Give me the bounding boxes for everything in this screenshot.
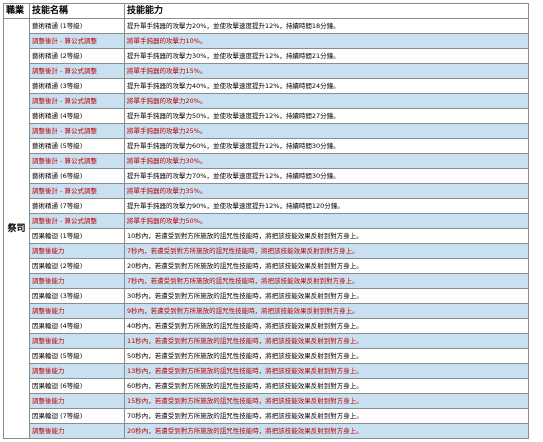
skill-name-cell: 藝術精通 (2等級): [29, 48, 125, 64]
table-row: 調整後能力 15秒內，若遭受到對方所施放的詛咒性技能時，將把該技能效果反射到對方身…: [4, 393, 529, 409]
table-row: 調整後計 - 算公式調整 將單手鈍器的攻擊力35%。: [4, 183, 529, 199]
skill-name-cell: 調整後計 - 算公式調整: [29, 33, 125, 49]
skill-name-cell: 藝術精通 (7等級): [29, 198, 125, 214]
table-row: 調整後能力 13秒內，若遭受到對方所施放的詛咒性技能時，將把該技能效果反射到對方身…: [4, 363, 529, 379]
skill-name-cell: 藝術精通 (3等級): [29, 78, 125, 94]
skill-name-cell: 調整後能力: [29, 363, 125, 379]
table-row: 因果輪迴 (2等級) 20秒內，若遭受到對方所施放的詛咒性技能時，將把該技能效果反…: [4, 258, 529, 274]
skill-name-cell: 因果輪迴 (4等級): [29, 318, 125, 334]
skill-ability-cell: 7秒內，若遭受到對方所施放的詛咒性技能時，將把該技能效果反射到對方身上。: [124, 273, 529, 289]
skill-name-cell: 調整後計 - 算公式調整: [29, 93, 125, 109]
skill-ability-cell: 13秒內，若遭受到對方所施放的詛咒性技能時，將把該技能效果反射到對方身上。: [124, 363, 529, 379]
table-row: 調整後能力 7秒內，若遭受到對方所施放的詛咒性技能時，將把該技能效果反射到對方身上…: [4, 243, 529, 259]
table-row: 藝術精通 (7等級) 提升單手鈍器的攻擊力90%，並使攻擊速度提升12%，持續時間…: [4, 198, 529, 214]
skill-ability-cell: 70秒內，若遭受到對方所施放的詛咒性技能時，將把該技能效果反射到對方身上。: [124, 408, 529, 424]
table-row: 因果輪迴 (1等級) 10秒內，若遭受到對方所施放的詛咒性技能時，將把該技能效果反…: [4, 228, 529, 244]
table-body: 祭司 藝術精通 (1等級) 提升單手鈍器的攻擊力20%，並使攻擊速度提升12%，持續…: [3, 18, 529, 439]
table-row: 因果輪迴 (5等級) 50秒內，若遭受到對方所施放的詛咒性技能時，將把該技能效果反…: [4, 348, 529, 364]
job-cell: 祭司: [3, 18, 30, 439]
skill-name-cell: 調整後計 - 算公式調整: [29, 123, 125, 139]
table-row: 調整後計 - 算公式調整 將單手鈍器的攻擊力10%。: [4, 33, 529, 49]
skill-ability-cell: 將單手鈍器的攻擊力10%。: [124, 33, 529, 49]
table-row: 藝術精通 (2等級) 提升單手鈍器的攻擊力30%，並使攻擊速度提升12%，持續時間…: [4, 48, 529, 64]
table-row: 調整後計 - 算公式調整 將單手鈍器的攻擊力15%。: [4, 63, 529, 79]
skill-ability-cell: 9秒內，若遭受到對方所施放的詛咒性技能時，將把該技能效果反射到對方身上。: [124, 303, 529, 319]
skill-name-cell: 藝術精通 (1等級): [29, 18, 125, 34]
skill-name-cell: 因果輪迴 (7等級): [29, 408, 125, 424]
header-job: 職業: [3, 3, 30, 19]
skill-name-cell: 藝術精通 (4等級): [29, 108, 125, 124]
skill-name-cell: 因果輪迴 (5等級): [29, 348, 125, 364]
skill-ability-cell: 40秒內，若遭受到對方所施放的詛咒性技能時，將把該技能效果反射到對方身上。: [124, 318, 529, 334]
table-row: 調整後能力 9秒內，若遭受到對方所施放的詛咒性技能時，將把該技能效果反射到對方身上…: [4, 303, 529, 319]
table-row: 藝術精通 (5等級) 提升單手鈍器的攻擊力60%，並使攻擊速度提升12%，持續時間…: [4, 138, 529, 154]
table-row: 因果輪迴 (3等級) 30秒內，若遭受到對方所施放的詛咒性技能時，將把該技能效果反…: [4, 288, 529, 304]
skill-name-cell: 調整後能力: [29, 303, 125, 319]
skill-ability-cell: 提升單手鈍器的攻擊力40%，並使攻擊速度提升12%，持續時間24分鐘。: [124, 78, 529, 94]
skill-ability-cell: 20秒內，若遭受到對方所施放的詛咒性技能時，將把該技能效果反射到對方身上。: [124, 258, 529, 274]
skill-name-cell: 因果輪迴 (2等級): [29, 258, 125, 274]
skill-name-cell: 調整後能力: [29, 243, 125, 259]
table-row: 因果輪迴 (6等級) 60秒內，若遭受到對方所施放的詛咒性技能時，將把該技能效果反…: [4, 378, 529, 394]
table-row: 調整後能力 11秒內，若遭受到對方所施放的詛咒性技能時，將把該技能效果反射到對方身…: [4, 333, 529, 349]
skill-name-cell: 調整後計 - 算公式調整: [29, 153, 125, 169]
skill-ability-cell: 提升單手鈍器的攻擊力50%，並使攻擊速度提升12%，持續時間27分鐘。: [124, 108, 529, 124]
skill-name-cell: 因果輪迴 (6等級): [29, 378, 125, 394]
table-row: 藝術精通 (6等級) 提升單手鈍器的攻擊力70%，並使攻擊速度提升12%，持續時間…: [4, 168, 529, 184]
table-row: 因果輪迴 (7等級) 70秒內，若遭受到對方所施放的詛咒性技能時，將把該技能效果反…: [4, 408, 529, 424]
skill-ability-cell: 提升單手鈍器的攻擊力60%，並使攻擊速度提升12%，持續時間30分鐘。: [124, 138, 529, 154]
table-row: 調整後計 - 算公式調整 將單手鈍器的攻擊力20%。: [4, 93, 529, 109]
table-row: 調整後能力 20秒內，若遭受到對方所施放的詛咒性技能時，將把該技能效果反射到對方身…: [4, 423, 529, 439]
skill-name-cell: 調整後能力: [29, 423, 125, 439]
skill-name-cell: 調整後計 - 算公式調整: [29, 183, 125, 199]
skill-ability-cell: 提升單手鈍器的攻擊力20%，並使攻擊速度提升12%，持續時間18分鐘。: [124, 18, 529, 34]
skill-ability-cell: 將單手鈍器的攻擊力20%。: [124, 93, 529, 109]
skill-ability-cell: 將單手鈍器的攻擊力25%。: [124, 123, 529, 139]
table-row: 調整後計 - 算公式調整 將單手鈍器的攻擊力50%。: [4, 213, 529, 229]
skill-name-cell: 調整後能力: [29, 393, 125, 409]
skill-ability-cell: 7秒內，若遭受到對方所施放的詛咒性技能時，將把該技能效果反射到對方身上。: [124, 243, 529, 259]
skill-name-cell: 調整後能力: [29, 273, 125, 289]
skill-ability-cell: 將單手鈍器的攻擊力15%。: [124, 63, 529, 79]
skill-ability-cell: 11秒內，若遭受到對方所施放的詛咒性技能時，將把該技能效果反射到對方身上。: [124, 333, 529, 349]
skill-ability-cell: 15秒內，若遭受到對方所施放的詛咒性技能時，將把該技能效果反射到對方身上。: [124, 393, 529, 409]
skill-ability-cell: 50秒內，若遭受到對方所施放的詛咒性技能時，將把該技能效果反射到對方身上。: [124, 348, 529, 364]
table-row: 藝術精通 (4等級) 提升單手鈍器的攻擊力50%，並使攻擊速度提升12%，持續時間…: [4, 108, 529, 124]
table-row: 祭司 藝術精通 (1等級) 提升單手鈍器的攻擊力20%，並使攻擊速度提升12%，持續…: [3, 18, 529, 439]
skill-name-cell: 因果輪迴 (3等級): [29, 288, 125, 304]
skill-name-cell: 藝術精通 (5等級): [29, 138, 125, 154]
skill-name-cell: 藝術精通 (6等級): [29, 168, 125, 184]
table-row: 調整後計 - 算公式調整 將單手鈍器的攻擊力25%。: [4, 123, 529, 139]
skill-ability-cell: 10秒內，若遭受到對方所施放的詛咒性技能時，將把該技能效果反射到對方身上。: [124, 228, 529, 244]
table-row: 因果輪迴 (4等級) 40秒內，若遭受到對方所施放的詛咒性技能時，將把該技能效果反…: [4, 318, 529, 334]
skill-ability-cell: 20秒內，若遭受到對方所施放的詛咒性技能時，將把該技能效果反射到對方身上。: [124, 423, 529, 439]
skill-ability-cell: 將單手鈍器的攻擊力35%。: [124, 183, 529, 199]
skill-ability-cell: 將單手鈍器的攻擊力30%。: [124, 153, 529, 169]
skill-name-cell: 調整後能力: [29, 333, 125, 349]
skill-ability-cell: 提升單手鈍器的攻擊力90%，並使攻擊速度提升12%，持續時間120分鐘。: [124, 198, 529, 214]
skill-name-cell: 調整後計 - 算公式調整: [29, 213, 125, 229]
table-row: 藝術精通 (3等級) 提升單手鈍器的攻擊力40%，並使攻擊速度提升12%，持續時間…: [4, 78, 529, 94]
skill-ability-cell: 提升單手鈍器的攻擊力70%，並使攻擊速度提升12%，持續時間30分鐘。: [124, 168, 529, 184]
table-row: 調整後能力 7秒內，若遭受到對方所施放的詛咒性技能時，將把該技能效果反射到對方身上…: [4, 273, 529, 289]
skill-name-cell: 因果輪迴 (1等級): [29, 228, 125, 244]
skill-ability-cell: 60秒內，若遭受到對方所施放的詛咒性技能時，將把該技能效果反射到對方身上。: [124, 378, 529, 394]
skill-ability-cell: 將單手鈍器的攻擊力50%。: [124, 213, 529, 229]
skill-table: 職業 技能名稱 技能能力 祭司 藝術精通 (1等級) 提升單手鈍器的攻擊力20%，並…: [3, 3, 529, 439]
skill-ability-cell: 提升單手鈍器的攻擊力30%，並使攻擊速度提升12%，持續時間21分鐘。: [124, 48, 529, 64]
header-row: 職業 技能名稱 技能能力: [3, 3, 529, 19]
skill-name-cell: 調整後計 - 算公式調整: [29, 63, 125, 79]
table-row: 調整後計 - 算公式調整 將單手鈍器的攻擊力30%。: [4, 153, 529, 169]
header-skill-name: 技能名稱: [29, 3, 125, 19]
skill-ability-cell: 30秒內，若遭受到對方所施放的詛咒性技能時，將把該技能效果反射到對方身上。: [124, 288, 529, 304]
header-skill-ability: 技能能力: [124, 3, 529, 19]
